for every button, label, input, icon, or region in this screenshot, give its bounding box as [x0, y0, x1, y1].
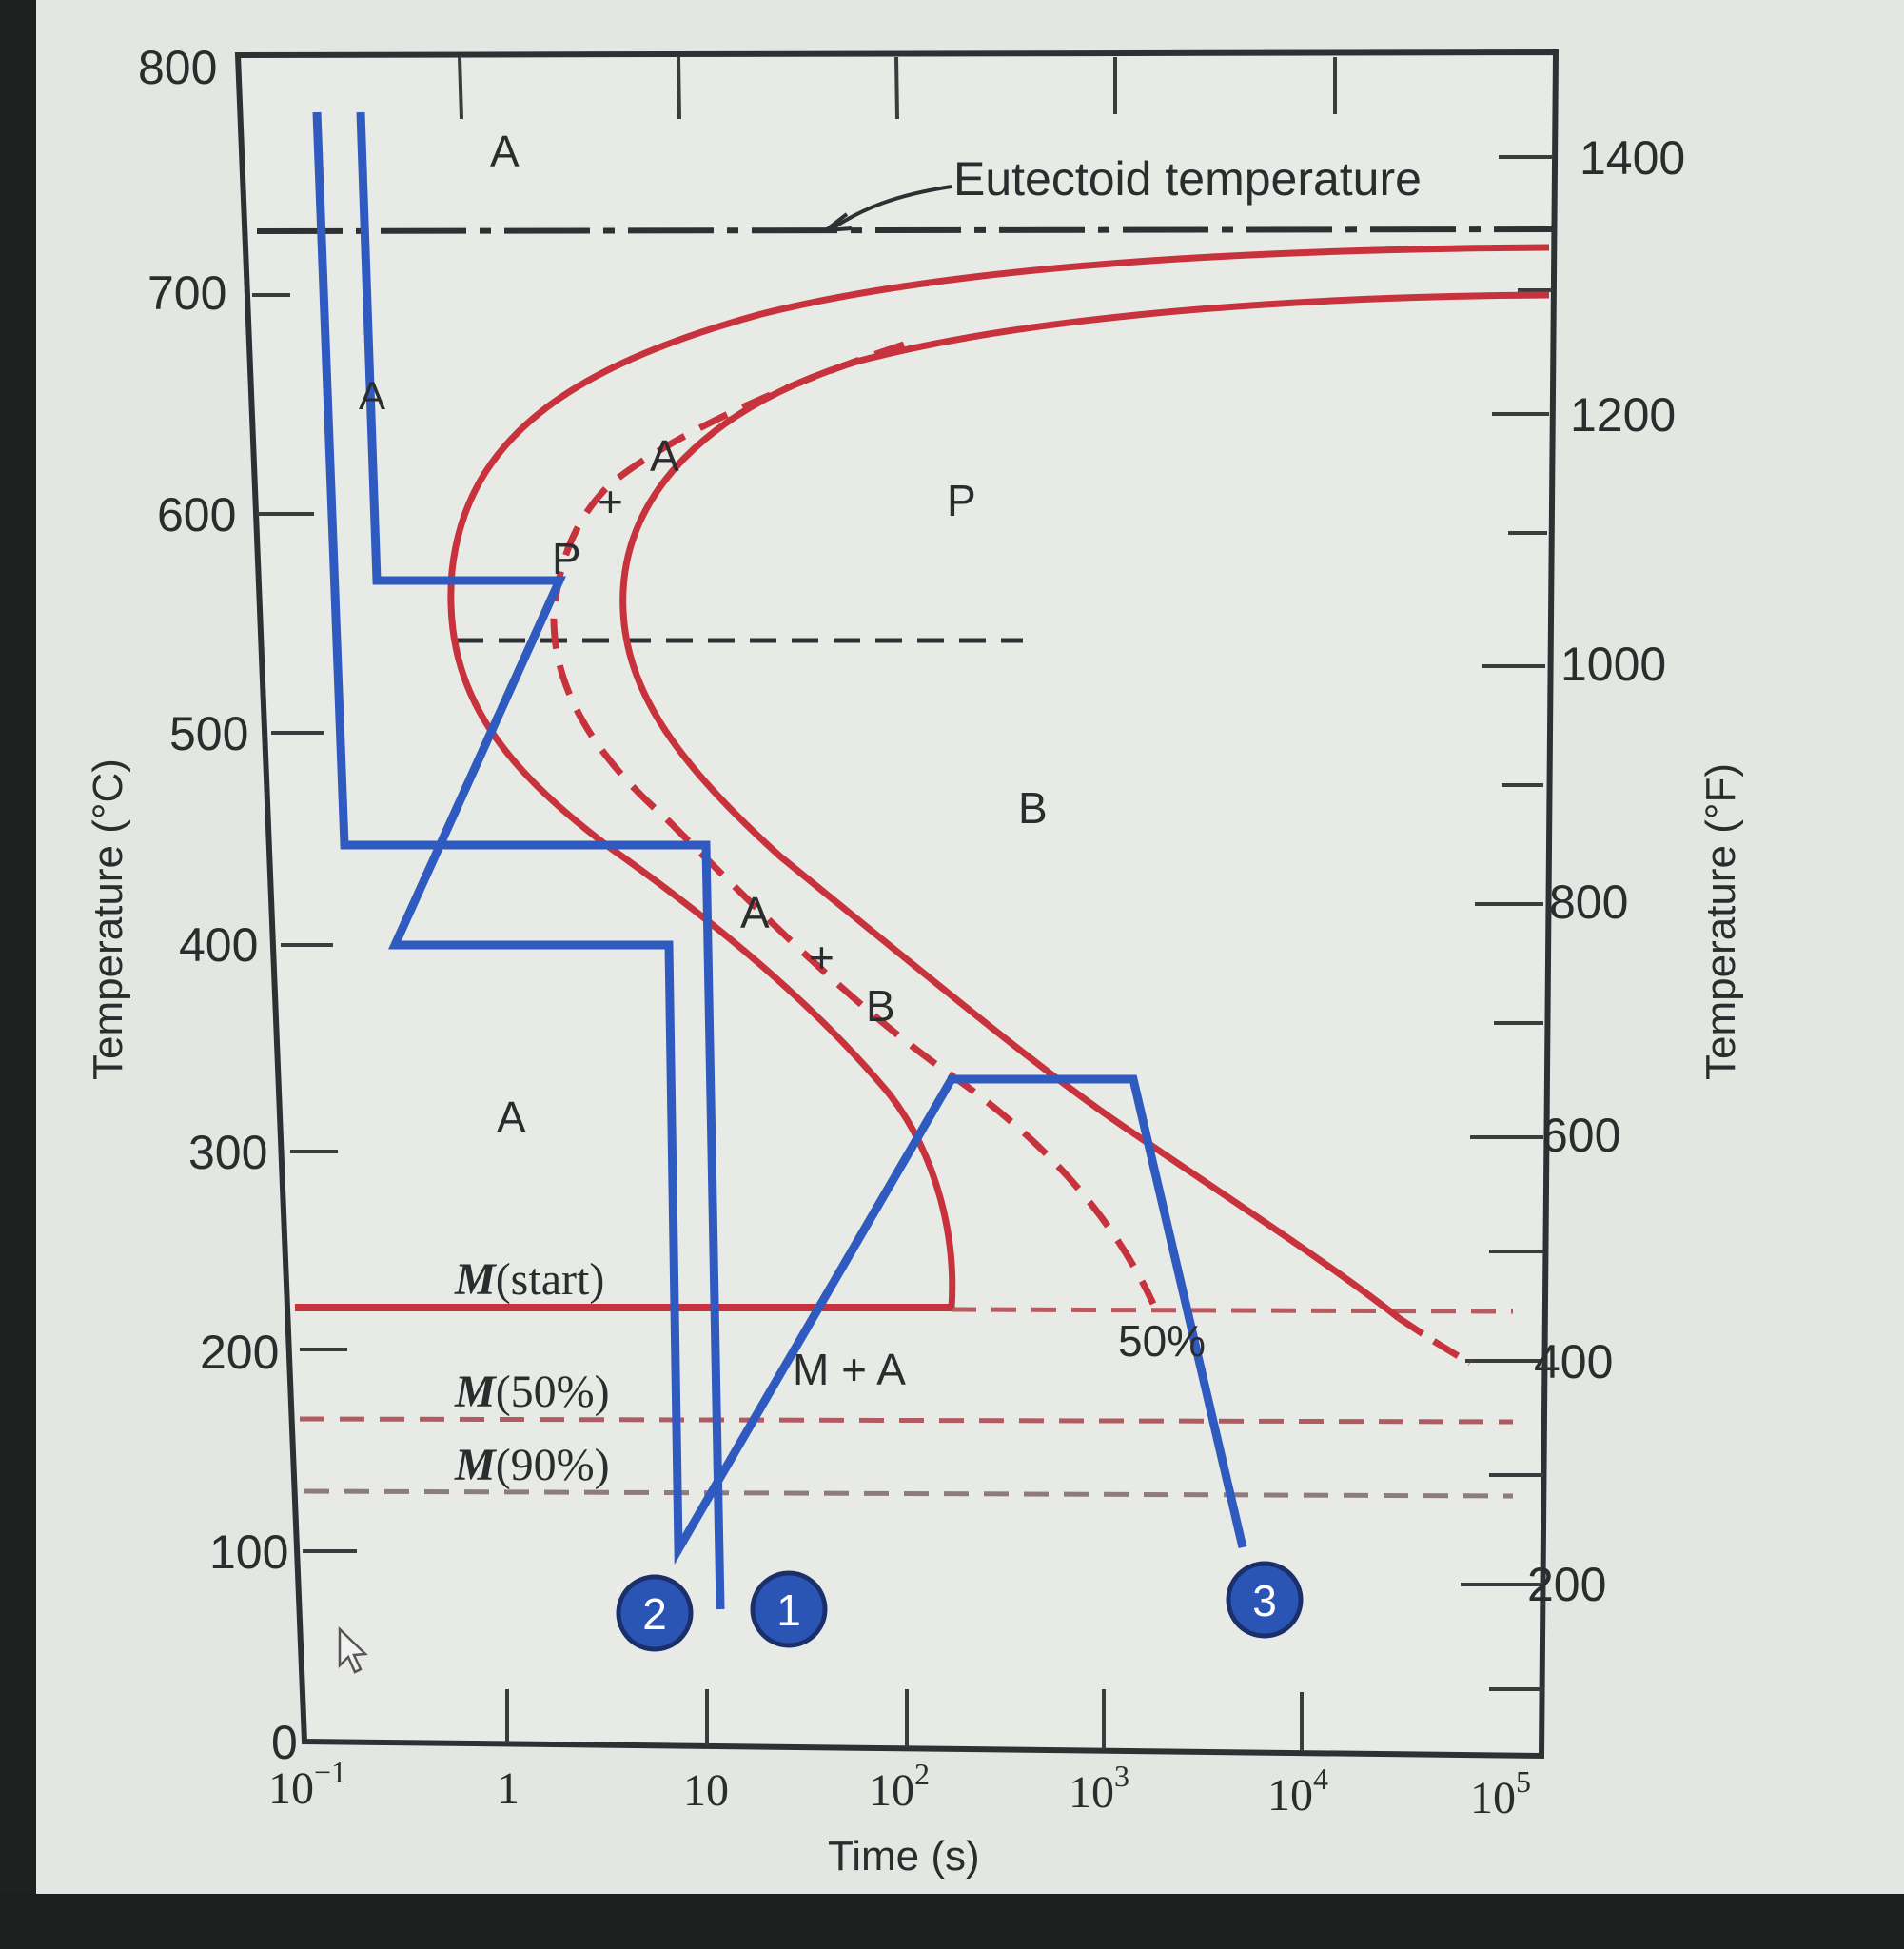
- m-start-label: M(start): [454, 1254, 604, 1305]
- region-austenite-bottom: A: [497, 1093, 526, 1142]
- label-a-plus-b-a: A: [740, 888, 770, 937]
- monitor-bezel: [0, 1894, 1904, 1949]
- label-a-plus-b-b: B: [866, 981, 895, 1031]
- martensite-labels: M(start) M(50%) M(90%): [454, 1254, 610, 1490]
- label-a-plus-p-p: P: [552, 534, 581, 583]
- yf-tick-400: 400: [1534, 1335, 1613, 1388]
- y-tick-600: 600: [157, 488, 236, 541]
- y-tick-800: 800: [138, 41, 217, 94]
- x-tick-100: 102: [869, 1757, 930, 1816]
- plot-frame: [234, 49, 1560, 1760]
- mouse-cursor-icon: [338, 1626, 368, 1674]
- path-badge-1[interactable]: 1: [750, 1570, 828, 1648]
- eutectoid-line: [256, 185, 1554, 234]
- left-axis-ticks: [252, 293, 357, 1553]
- cooling-path-1: [312, 111, 725, 1610]
- region-pearlite: P: [947, 476, 976, 525]
- label-fifty-percent: 50%: [1118, 1316, 1206, 1366]
- region-austenite-left: A: [359, 373, 385, 418]
- x-tick-10000: 104: [1267, 1762, 1328, 1821]
- x-tick-0.1: 10−1: [268, 1755, 346, 1814]
- yf-tick-200: 200: [1527, 1558, 1606, 1611]
- left-axis-title: Temperature (°C): [85, 758, 131, 1080]
- m-50-line: [299, 1416, 1514, 1425]
- label-m-plus-a: M + A: [793, 1345, 906, 1394]
- svg-text:1: 1: [776, 1585, 801, 1635]
- path-badge-2[interactable]: 2: [616, 1574, 694, 1652]
- region-bainite: B: [1018, 783, 1048, 833]
- region-labels: A A P B A A + P A + B M + A 50%: [359, 127, 1206, 1394]
- yf-tick-1200: 1200: [1570, 388, 1676, 442]
- svg-text:3: 3: [1252, 1576, 1277, 1625]
- x-axis-labels: 10−1 1 10 102 103 104 105: [268, 1755, 1531, 1823]
- bottom-axis-ticks: [505, 1689, 1304, 1751]
- left-axis-labels: 800 700 600 500 400 300 200 100 0: [138, 41, 298, 1769]
- martensite-lines: [295, 1304, 1514, 1499]
- m-start-dashed: [951, 1307, 1514, 1314]
- transformation-finish-curve-dashed: [1397, 1315, 1472, 1367]
- ttt-curves: [447, 244, 1550, 1367]
- y-tick-400: 400: [179, 918, 258, 972]
- eutectoid-arrowhead-icon: [824, 212, 853, 232]
- right-axis-title: Temperature (°F): [1698, 763, 1744, 1080]
- path-badge-3[interactable]: 3: [1226, 1561, 1304, 1639]
- label-a-plus-b-plus: +: [809, 933, 834, 982]
- yf-tick-800: 800: [1549, 876, 1628, 929]
- yf-tick-1400: 1400: [1580, 131, 1685, 185]
- eutectoid-label: Eutectoid temperature: [953, 152, 1422, 206]
- svg-text:2: 2: [642, 1589, 667, 1639]
- transformation-finish-curve: [619, 291, 1550, 1321]
- right-axis-ticks: [1461, 155, 1553, 1691]
- right-axis-labels: 1400 1200 1000 800 600 400 200: [1527, 131, 1685, 1611]
- label-a-plus-p-a: A: [650, 431, 679, 481]
- fifty-percent-curve: [550, 341, 1157, 1306]
- y-tick-500: 500: [169, 707, 248, 760]
- m-50-label: M(50%): [454, 1367, 610, 1417]
- yf-tick-600: 600: [1541, 1109, 1620, 1162]
- x-tick-1: 1: [497, 1763, 520, 1814]
- label-a-plus-p-plus: +: [598, 477, 623, 526]
- y-tick-0: 0: [271, 1716, 298, 1769]
- y-tick-100: 100: [209, 1526, 288, 1579]
- m-90-line: [304, 1488, 1514, 1499]
- region-austenite-top: A: [490, 127, 520, 176]
- y-tick-300: 300: [188, 1126, 267, 1179]
- yf-tick-1000: 1000: [1560, 638, 1666, 691]
- m-90-label: M(90%): [454, 1440, 610, 1490]
- cooling-paths: [312, 111, 1247, 1610]
- cooling-path-2-3: [356, 111, 1247, 1565]
- transformation-start-curve: [447, 244, 1550, 1309]
- top-axis-ticks: [458, 56, 1337, 120]
- x-tick-100000: 105: [1470, 1764, 1531, 1823]
- eutectoid-arrow: [831, 185, 952, 230]
- x-tick-1000: 103: [1069, 1759, 1129, 1818]
- y-tick-200: 200: [200, 1326, 279, 1379]
- x-axis-title: Time (s): [828, 1833, 980, 1880]
- x-tick-10: 10: [683, 1765, 729, 1816]
- y-tick-700: 700: [147, 266, 226, 320]
